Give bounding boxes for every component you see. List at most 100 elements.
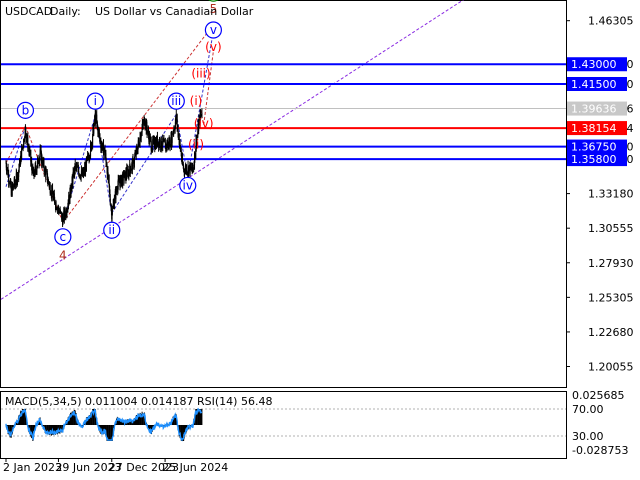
candle-body: [85, 165, 87, 172]
candle-body: [169, 146, 171, 148]
candle-body: [135, 147, 137, 156]
candle-body: [33, 169, 35, 176]
candle-body: [89, 156, 91, 159]
candle-body: [197, 131, 199, 138]
candle-body: [105, 158, 107, 166]
candle-body: [23, 138, 25, 147]
candle-body: [188, 167, 190, 175]
candle-body: [111, 208, 113, 215]
main-pane: [0, 0, 567, 388]
candle-body: [70, 186, 72, 195]
candle-body: [153, 139, 155, 140]
candle-body: [25, 127, 27, 134]
wave-label: (i): [190, 94, 203, 108]
level-price-tag: 1.35800: [571, 153, 617, 166]
candle-body: [18, 170, 20, 177]
candle-body: [92, 136, 94, 147]
candle-body: [103, 147, 105, 151]
candle-body: [130, 170, 132, 173]
candle-body: [87, 155, 89, 157]
candle-body: [74, 163, 76, 170]
wave-label: c: [60, 230, 67, 244]
wave-label: (ii): [188, 138, 204, 152]
wave-label: (v): [205, 40, 221, 54]
candle-body: [98, 132, 100, 137]
candle-body: [107, 174, 109, 179]
candle-body: [108, 174, 110, 184]
candle-body: [82, 170, 84, 174]
candle-body: [173, 129, 175, 131]
candle-body: [10, 185, 12, 196]
candle-body: [194, 153, 196, 160]
candle-body: [128, 172, 130, 177]
candle-body: [198, 119, 200, 124]
candle-body: [60, 211, 62, 213]
candle-body: [104, 147, 106, 156]
candle-body: [190, 166, 192, 168]
price-tick-label: 1.27930: [588, 257, 634, 270]
wave-line: [62, 24, 214, 223]
candle-body: [14, 183, 16, 185]
candle-body: [144, 120, 146, 127]
candle-body: [36, 167, 38, 173]
candle-body: [97, 127, 99, 134]
candle-body: [174, 121, 176, 128]
candle-body: [54, 197, 56, 204]
candle-body: [90, 143, 92, 157]
candle-body: [37, 156, 39, 164]
candle-body: [155, 141, 157, 149]
candle-body: [55, 202, 57, 209]
candle-body: [95, 114, 97, 124]
candle-body: [41, 162, 43, 165]
candle-body: [201, 112, 203, 116]
candle-body: [70, 195, 72, 196]
candle-body: [176, 114, 178, 127]
candle-body: [167, 141, 169, 147]
candle-body: [49, 184, 51, 187]
time-tick-label: 27 Dec 2023: [109, 461, 179, 474]
candle-body: [39, 149, 41, 155]
candle-body: [177, 133, 179, 136]
candle-body: [49, 184, 51, 194]
candle-body: [19, 159, 21, 167]
price-candles: [5, 108, 203, 227]
level-price-tag: 1.38154: [571, 122, 617, 135]
candle-body: [32, 166, 34, 173]
candle-body: [101, 146, 103, 150]
candle-body: [195, 148, 197, 160]
candle-body: [184, 171, 186, 174]
level-price-tag-bg: [567, 152, 627, 167]
candle-body: [157, 142, 159, 146]
price-tick-label: 1.33180: [588, 188, 634, 201]
candle-body: [113, 197, 115, 205]
candle-body: [136, 151, 138, 154]
candle-body: [30, 149, 32, 162]
candle-body: [117, 179, 119, 185]
candle-body: [53, 193, 55, 198]
wave-label: 5: [210, 2, 218, 16]
candle-body: [191, 163, 193, 170]
candle-body: [138, 145, 140, 147]
candle-body: [123, 178, 125, 181]
candle-body: [77, 167, 79, 172]
candle-body: [161, 146, 163, 148]
candle-body: [80, 170, 82, 174]
candle-body: [18, 166, 20, 169]
wave-label-circle: [167, 92, 185, 110]
candle-body: [115, 188, 117, 199]
candle-body: [8, 182, 10, 184]
candle-body: [181, 157, 183, 165]
wave-label: 4: [59, 248, 67, 262]
candle-body: [66, 209, 68, 214]
wave-label: (iv): [194, 117, 214, 131]
candle-body: [37, 159, 39, 166]
candle-body: [52, 188, 54, 195]
candle-body: [91, 143, 93, 147]
candle-body: [93, 125, 95, 134]
candle-body: [45, 170, 47, 172]
candle-body: [69, 187, 71, 196]
candle-body: [159, 140, 161, 147]
indicator-header: MACD(5,34,5) 0.011004 0.014187 RSI(14) 5…: [5, 395, 272, 408]
